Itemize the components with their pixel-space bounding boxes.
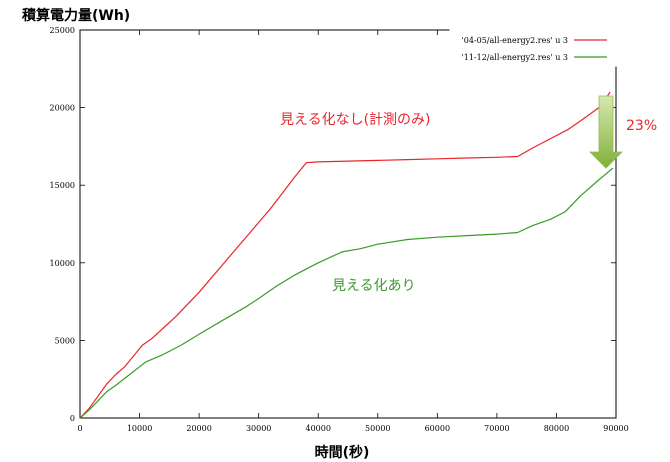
legend-label-series-2: '11-12/all-energy2.res' u 3 bbox=[462, 53, 568, 62]
legend-label-series-1: '04-05/all-energy2.res' u 3 bbox=[462, 36, 568, 45]
series-line-2 bbox=[79, 167, 614, 419]
y-tick-label: 10000 bbox=[50, 259, 75, 268]
x-tick-label: 70000 bbox=[484, 424, 509, 433]
y-tick-label: 25000 bbox=[50, 26, 75, 35]
y-tick-label: 0 bbox=[70, 414, 75, 423]
y-tick-label: 5000 bbox=[55, 336, 75, 345]
series-line-1 bbox=[79, 91, 611, 419]
x-tick-label: 30000 bbox=[246, 424, 271, 433]
x-tick-label: 40000 bbox=[305, 424, 330, 433]
legend: '04-05/all-energy2.res' u 3 '11-12/all-e… bbox=[449, 29, 621, 67]
annotation-reduction-percent: 23% bbox=[626, 118, 657, 134]
x-tick-label: 10000 bbox=[127, 424, 152, 433]
annotation-without-visualization: 見える化なし(計測のみ) bbox=[280, 112, 431, 128]
y-tick-label: 15000 bbox=[50, 181, 75, 190]
x-tick-label: 60000 bbox=[425, 424, 450, 433]
plot-frame bbox=[79, 29, 617, 419]
x-tick-label: 50000 bbox=[365, 424, 390, 433]
x-tick-label: 80000 bbox=[544, 424, 569, 433]
y-axis-title: 積算電力量(Wh) bbox=[21, 7, 130, 24]
x-tick-label: 90000 bbox=[603, 424, 628, 433]
y-tick-label: 20000 bbox=[50, 104, 75, 113]
x-axis-title: 時間(秒) bbox=[315, 444, 370, 461]
x-tick-label: 0 bbox=[77, 424, 82, 433]
x-tick-label: 20000 bbox=[186, 424, 211, 433]
reduction-arrow bbox=[589, 95, 623, 169]
annotation-with-visualization: 見える化あり bbox=[332, 278, 416, 294]
